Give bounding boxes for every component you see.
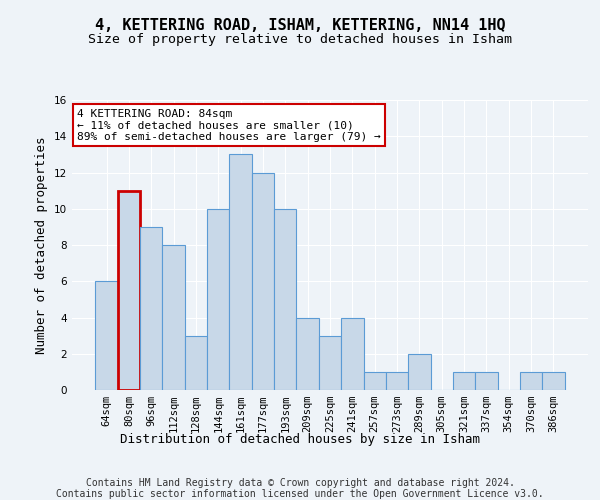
Bar (185, 336, 207, 390)
Text: 4 KETTERING ROAD: 84sqm
← 11% of detached houses are smaller (10)
89% of semi-de: 4 KETTERING ROAD: 84sqm ← 11% of detache… (77, 108, 381, 142)
Bar (163, 245, 185, 390)
Text: 4, KETTERING ROAD, ISHAM, KETTERING, NN14 1HQ: 4, KETTERING ROAD, ISHAM, KETTERING, NN1… (95, 18, 505, 32)
Bar (386, 372, 408, 390)
Y-axis label: Number of detached properties: Number of detached properties (35, 136, 49, 354)
Bar (118, 190, 140, 390)
Bar (408, 354, 431, 390)
Bar (229, 154, 252, 390)
Bar (364, 372, 386, 390)
Text: Distribution of detached houses by size in Isham: Distribution of detached houses by size … (120, 432, 480, 446)
Bar (296, 318, 319, 390)
Bar (319, 336, 341, 390)
Bar (140, 227, 163, 390)
Bar (520, 372, 542, 390)
Bar (252, 172, 274, 390)
Bar (341, 318, 364, 390)
Text: Contains HM Land Registry data © Crown copyright and database right 2024.
Contai: Contains HM Land Registry data © Crown c… (56, 478, 544, 499)
Bar (453, 372, 475, 390)
Bar (542, 372, 565, 390)
Bar (95, 281, 118, 390)
Bar (207, 209, 229, 390)
Bar (475, 372, 497, 390)
Bar (274, 209, 296, 390)
Text: Size of property relative to detached houses in Isham: Size of property relative to detached ho… (88, 32, 512, 46)
